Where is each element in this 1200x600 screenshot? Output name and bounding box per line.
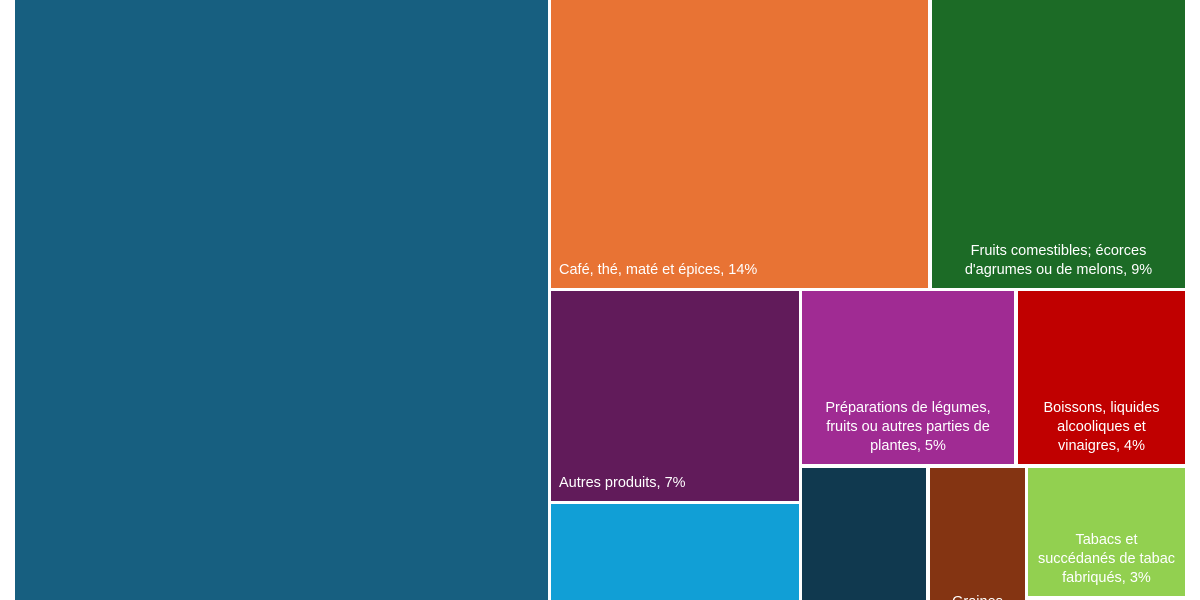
- treemap-tile: [551, 504, 799, 600]
- tile-label: Préparations de légumes, fruits ou autre…: [825, 400, 991, 454]
- treemap-tile: [15, 0, 548, 600]
- tile-label: Café, thé, maté et épices, 14%: [559, 262, 758, 278]
- treemap-tile: Graines: [930, 468, 1025, 600]
- tile-label: Tabacs et succédanés de tabac fabriqués,…: [1037, 532, 1176, 586]
- treemap-tile: [802, 468, 926, 600]
- treemap-tile: Préparations de légumes, fruits ou autre…: [802, 291, 1014, 464]
- treemap-tile: Autres produits, 7%: [551, 291, 799, 501]
- tile-label: Fruits comestibles; écorces d'agrumes ou…: [964, 243, 1153, 278]
- treemap-tile: Café, thé, maté et épices, 14%: [551, 0, 928, 288]
- tile-label: Graines: [938, 593, 1017, 600]
- tile-label: Boissons, liquides alcooliques et vinaig…: [1043, 400, 1160, 454]
- treemap-tile: Boissons, liquides alcooliques et vinaig…: [1018, 291, 1185, 464]
- tile-label: Autres produits, 7%: [559, 475, 686, 491]
- treemap-tile: Tabacs et succédanés de tabac fabriqués,…: [1028, 468, 1185, 596]
- treemap-tile: Fruits comestibles; écorces d'agrumes ou…: [932, 0, 1185, 288]
